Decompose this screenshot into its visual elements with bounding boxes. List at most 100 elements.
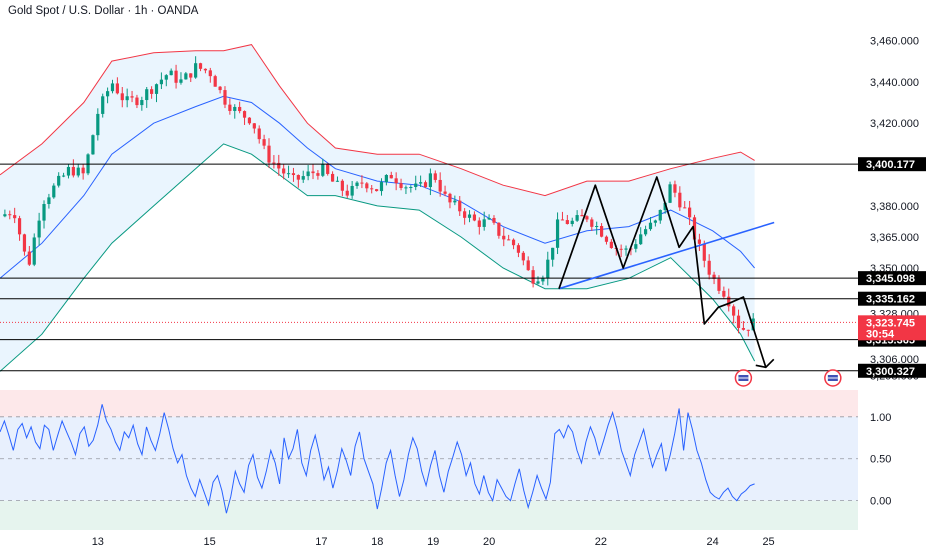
level-tag-label: 3,335.162 <box>866 294 915 306</box>
candle-body <box>590 219 594 227</box>
y-tick-label: 3,460.000 <box>870 35 919 47</box>
candle-body <box>702 243 706 261</box>
candle-body <box>595 226 599 228</box>
level-tag <box>858 291 926 306</box>
candle-body <box>658 209 662 221</box>
candle-body <box>22 234 27 252</box>
candle-body <box>91 135 95 155</box>
candle-body <box>516 245 521 253</box>
candle-body <box>311 171 315 174</box>
candle-body <box>42 204 46 221</box>
candle-body <box>609 241 613 248</box>
candle-body <box>101 96 105 114</box>
x-tick-label: 25 <box>762 536 774 548</box>
candle-body <box>66 166 71 176</box>
candle-body <box>599 226 604 237</box>
trend-line <box>558 221 775 290</box>
bollinger-upper <box>0 44 755 197</box>
candle-body <box>184 73 188 80</box>
pattern-projection <box>729 296 767 368</box>
level-tag-label: 3,400.177 <box>866 159 915 171</box>
candle-body <box>321 164 325 176</box>
candle-body <box>624 248 628 250</box>
candle-body <box>296 175 300 180</box>
current-price-label: 3,323.745 <box>866 317 915 329</box>
candle-body <box>262 139 266 146</box>
bollinger-fill <box>0 44 755 372</box>
candle-body <box>213 76 217 87</box>
candle-body <box>526 260 530 271</box>
candle-body <box>453 200 457 203</box>
candle-body <box>443 191 447 194</box>
candle-body <box>110 83 115 92</box>
x-tick-label: 22 <box>595 536 607 548</box>
candle-body <box>668 184 672 203</box>
candle-body <box>81 167 85 174</box>
candle-body <box>678 192 682 208</box>
candle-body <box>252 123 256 129</box>
y-tick-label: 3,440.000 <box>870 77 919 89</box>
candle-body <box>551 247 555 260</box>
candle-body <box>604 236 609 242</box>
projection-arrowhead <box>755 358 775 369</box>
candle-body <box>125 96 129 101</box>
candle-body <box>467 214 472 218</box>
candle-body <box>531 270 535 284</box>
candle-body <box>448 193 452 203</box>
osc-upper-band <box>0 390 858 417</box>
candle-body <box>389 174 393 179</box>
candle-body <box>722 290 726 297</box>
candle-body <box>360 182 364 184</box>
candle-body <box>502 235 506 240</box>
candle-body <box>521 252 525 261</box>
candle-body <box>145 89 149 101</box>
candle-body <box>326 164 330 174</box>
candle-body <box>433 173 437 180</box>
candle-body <box>37 220 41 238</box>
candle-body <box>32 237 36 265</box>
level-tag <box>858 157 926 172</box>
candle-body <box>179 79 183 83</box>
osc-y-tick-label: 1.00 <box>870 412 891 424</box>
candle-body <box>663 202 667 210</box>
candle-body <box>272 162 276 164</box>
candle-body <box>218 86 222 91</box>
candle-body <box>71 166 75 176</box>
candle-body <box>150 89 154 94</box>
candle-body <box>159 79 163 85</box>
level-tag-label: 3,345.098 <box>866 273 915 285</box>
osc-y-tick-label: 0.00 <box>870 496 891 508</box>
y-tick-label: 3,306.000 <box>870 354 919 366</box>
candle-body <box>673 184 677 193</box>
candle-body <box>233 106 237 111</box>
x-tick-label: 18 <box>371 536 383 548</box>
candle-body <box>47 197 51 205</box>
candle-body <box>316 173 320 176</box>
candle-body <box>565 220 569 225</box>
candle-body <box>394 178 398 184</box>
candle-body <box>555 219 560 248</box>
candle-body <box>115 83 119 94</box>
candle-body <box>374 189 379 192</box>
candle-body <box>683 207 687 209</box>
candle-body <box>463 211 467 218</box>
candle-body <box>223 90 227 105</box>
candle-body <box>189 73 193 78</box>
candle-body <box>712 274 716 279</box>
candle-body <box>105 91 110 97</box>
candle-body <box>472 214 477 221</box>
candle-body <box>257 128 261 140</box>
candle-body <box>619 248 623 250</box>
candle-body <box>741 328 746 330</box>
candle-body <box>61 175 66 177</box>
candle-body <box>306 171 310 177</box>
candle-body <box>399 183 403 188</box>
candle-body <box>727 296 731 307</box>
candle-body <box>379 182 384 192</box>
candle-body <box>3 214 7 217</box>
countdown-label: 30:54 <box>866 328 895 340</box>
candle-body <box>423 182 428 188</box>
candle-body <box>384 174 388 183</box>
candle-body <box>291 173 296 176</box>
